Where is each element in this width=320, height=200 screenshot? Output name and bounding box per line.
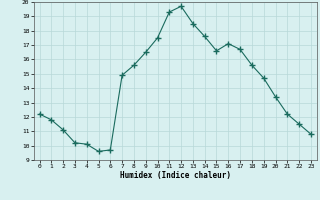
X-axis label: Humidex (Indice chaleur): Humidex (Indice chaleur) [120, 171, 231, 180]
